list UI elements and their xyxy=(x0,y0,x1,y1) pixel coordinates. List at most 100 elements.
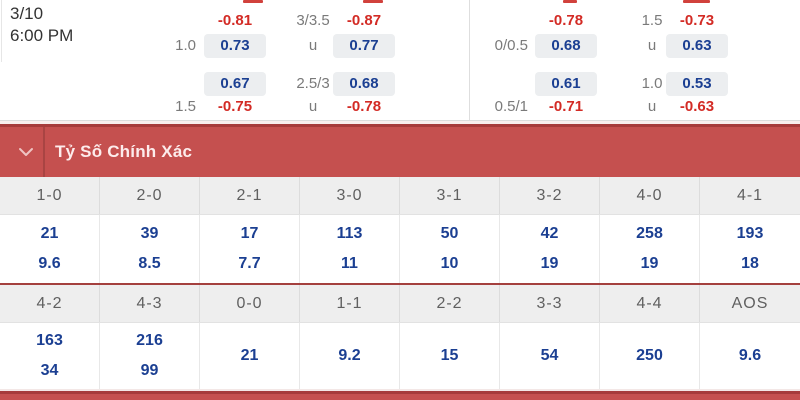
score-odds-cell[interactable]: 113 11 xyxy=(300,215,400,283)
table-separator xyxy=(0,283,800,285)
score-odds-cell[interactable]: 50 10 xyxy=(400,215,500,283)
odds-line-label: 1.5 xyxy=(175,98,196,115)
score-odds-value: 8.5 xyxy=(138,255,161,272)
chevron-down-icon[interactable] xyxy=(18,127,34,177)
score-odds-cell[interactable]: 15 xyxy=(400,323,500,389)
score-odds-value: 18 xyxy=(741,255,759,272)
odds-value-button[interactable]: -0.73 xyxy=(679,12,715,29)
score-odds-cell[interactable]: 17 7.7 xyxy=(200,215,300,283)
score-odds-cell[interactable]: 258 19 xyxy=(600,215,700,283)
score-odds-value: 193 xyxy=(736,225,764,242)
score-header-cell: 1-1 xyxy=(300,285,400,322)
odds-value-button[interactable]: 0.61 xyxy=(535,72,597,96)
score-header-cell: 2-2 xyxy=(400,285,500,322)
score-header-cell: 4-4 xyxy=(600,285,700,322)
score-odds-cell[interactable]: 42 19 xyxy=(500,215,600,283)
odds-value-button[interactable]: -0.71 xyxy=(548,98,584,115)
bar-divider xyxy=(43,127,45,177)
score-odds-value: 163 xyxy=(36,332,63,349)
score-odds-value: 15 xyxy=(440,347,459,364)
odds-panel: 3/10 6:00 PM -0.81 3/3.5 -0.87 1.0 0.73 … xyxy=(0,0,800,121)
score-header-cell: 3-0 xyxy=(300,177,400,214)
odds-value-button[interactable]: 0.68 xyxy=(333,72,395,96)
score-odds-value: 99 xyxy=(140,362,159,379)
score-header-cell: 3-3 xyxy=(500,285,600,322)
score-odds-value: 258 xyxy=(636,225,663,242)
score-odds-value: 17 xyxy=(240,225,259,242)
score-odds-cell[interactable]: 250 xyxy=(600,323,700,389)
score-odds-value: 216 xyxy=(136,332,163,349)
next-section-bar[interactable] xyxy=(0,391,800,400)
odds-panel-divider xyxy=(469,0,470,120)
score-header-cell: 4-2 xyxy=(0,285,100,322)
card-edge-line xyxy=(1,0,2,62)
clipped-text-artifact xyxy=(243,0,263,3)
section-title: Tỷ Số Chính Xác xyxy=(55,142,193,161)
score-header-cell: 2-1 xyxy=(200,177,300,214)
score-odds-cell[interactable]: 21 9.6 xyxy=(0,215,100,283)
odds-line-label: u xyxy=(308,37,318,54)
score-odds-value: 42 xyxy=(540,225,559,242)
score-odds-row: 21 9.6 39 8.5 17 7.7 113 11 50 10 42 19 258 19 … xyxy=(0,215,800,283)
odds-value-button[interactable]: 0.53 xyxy=(666,72,728,96)
score-odds-row: 163 34 216 99 21 9.2 15 54 250 9.6 xyxy=(0,323,800,389)
odds-value-button[interactable]: -0.75 xyxy=(217,98,253,115)
score-odds-value: 50 xyxy=(440,225,459,242)
score-odds-cell[interactable]: 216 99 xyxy=(100,323,200,389)
score-odds-cell[interactable]: 163 34 xyxy=(0,323,100,389)
score-header-cell: 1-0 xyxy=(0,177,100,214)
score-header-cell: 3-1 xyxy=(400,177,500,214)
score-odds-value: 21 xyxy=(240,347,259,364)
score-odds-value: 9.6 xyxy=(38,255,61,272)
score-header-cell: 4-0 xyxy=(600,177,700,214)
score-header-cell: AOS xyxy=(731,295,769,312)
odds-value-button[interactable]: -0.78 xyxy=(346,98,382,115)
score-header-cell: 4-3 xyxy=(100,285,200,322)
odds-value-button[interactable]: 0.77 xyxy=(333,34,395,58)
score-odds-cell[interactable]: 39 8.5 xyxy=(100,215,200,283)
odds-value-button[interactable]: 0.67 xyxy=(204,72,266,96)
score-odds-cell[interactable]: 193 18 xyxy=(700,215,800,283)
score-odds-cell[interactable]: 54 xyxy=(500,323,600,389)
clipped-text-artifact xyxy=(563,0,577,3)
odds-line-label: u xyxy=(308,98,318,115)
score-header-cell: 2-0 xyxy=(100,177,200,214)
odds-value-button[interactable]: -0.81 xyxy=(217,12,253,29)
odds-line-label: 0/0.5 xyxy=(494,37,528,54)
score-odds-value: 39 xyxy=(140,225,159,242)
score-odds-value: 21 xyxy=(40,225,59,242)
match-time: 6:00 PM xyxy=(10,26,74,45)
score-odds-cell[interactable]: 9.6 xyxy=(700,323,800,389)
score-odds-value: 54 xyxy=(540,347,559,364)
score-odds-value: 10 xyxy=(440,255,459,272)
odds-line-label: u xyxy=(647,37,657,54)
correct-score-section-bar[interactable]: Tỷ Số Chính Xác xyxy=(0,124,800,177)
odds-line-label: 3/3.5 xyxy=(296,12,330,29)
match-date: 3/10 xyxy=(10,4,44,23)
odds-line-label: 1.5 xyxy=(641,12,663,29)
score-odds-value: 250 xyxy=(636,347,663,364)
odds-line-label: 1.0 xyxy=(641,75,663,92)
odds-value-button[interactable]: 0.63 xyxy=(666,34,728,58)
clipped-text-artifact xyxy=(363,0,383,3)
odds-value-button[interactable]: -0.78 xyxy=(548,12,584,29)
odds-value-button[interactable]: 0.68 xyxy=(535,34,597,58)
score-odds-value: 9.6 xyxy=(738,347,762,364)
odds-line-label: 2.5/3 xyxy=(296,75,330,92)
score-odds-value: 7.7 xyxy=(238,255,261,272)
score-header-cell: 0-0 xyxy=(200,285,300,322)
odds-value-button[interactable]: -0.63 xyxy=(679,98,715,115)
odds-value-button[interactable]: 0.73 xyxy=(204,34,266,58)
section-gap xyxy=(0,389,800,391)
score-odds-value: 11 xyxy=(341,255,358,272)
score-odds-value: 19 xyxy=(640,255,659,272)
score-header-row: 4-2 4-3 0-0 1-1 2-2 3-3 4-4 AOS xyxy=(0,285,800,323)
odds-line-label: u xyxy=(647,98,657,115)
score-odds-value: 34 xyxy=(40,362,59,379)
score-odds-cell[interactable]: 21 xyxy=(200,323,300,389)
odds-value-button[interactable]: -0.87 xyxy=(346,12,382,29)
score-odds-cell[interactable]: 9.2 xyxy=(300,323,400,389)
score-header-row: 1-0 2-0 2-1 3-0 3-1 3-2 4-0 4-1 xyxy=(0,177,800,215)
clipped-text-artifact xyxy=(683,0,710,3)
